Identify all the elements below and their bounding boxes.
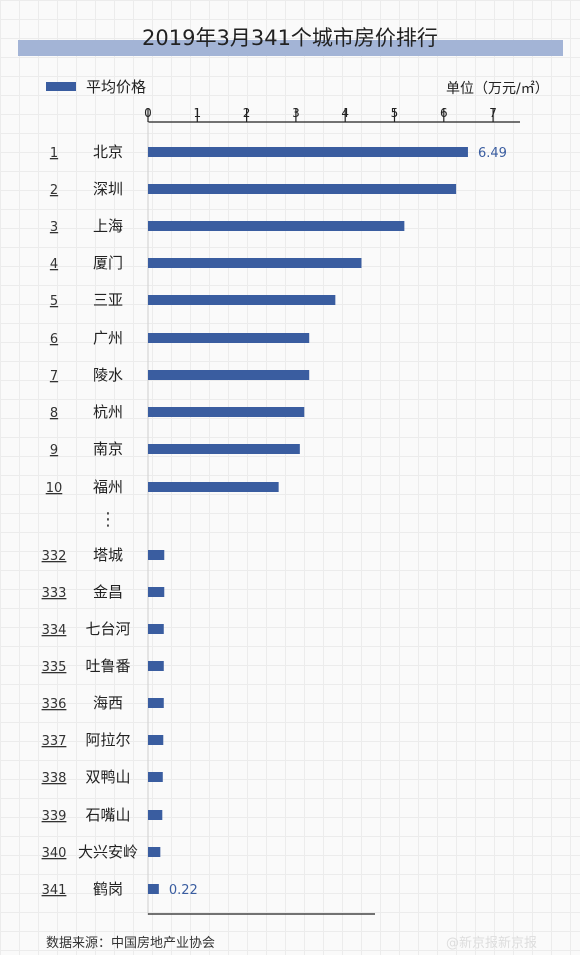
x-tick-label: 3 [292, 106, 300, 120]
rank-label: 341 [42, 883, 67, 898]
city-label: 七台河 [85, 620, 130, 638]
bar [148, 735, 164, 745]
x-tick-label: 7 [489, 106, 497, 120]
rank-label: 335 [42, 660, 67, 675]
x-tick-label: 0 [144, 106, 152, 120]
bar [148, 810, 163, 820]
rank-label: 7 [50, 369, 58, 384]
x-tick-label: 2 [243, 106, 251, 120]
rank-label: 10 [46, 481, 63, 496]
city-label: 双鸭山 [85, 768, 130, 786]
city-label: 石嘴山 [85, 806, 130, 824]
city-label: 厦门 [93, 254, 123, 272]
bar [148, 147, 468, 157]
source-note: 数据来源：中国房地产业协会 [46, 936, 216, 951]
chart-title: 2019年3月341个城市房价排行 [142, 26, 438, 50]
city-label: 深圳 [93, 180, 123, 198]
city-label: 阿拉尔 [85, 731, 130, 749]
value-label: 0.22 [169, 883, 198, 898]
rank-label: 334 [42, 623, 67, 638]
bar [148, 444, 300, 454]
legend-swatch [46, 82, 76, 91]
city-label: 上海 [93, 217, 123, 235]
bar [148, 772, 163, 782]
x-tick-label: 5 [391, 106, 399, 120]
bar [148, 407, 305, 417]
bar [148, 221, 405, 231]
city-label: 鹤岗 [93, 880, 123, 898]
ellipsis-mark: ⋮ [99, 509, 117, 530]
city-label: 海西 [93, 694, 123, 712]
legend: 平均价格 [46, 76, 146, 97]
bar [148, 884, 159, 894]
city-label: 北京 [93, 143, 123, 161]
city-label: 杭州 [93, 403, 123, 421]
rank-label: 1 [50, 146, 58, 161]
rank-label: 336 [42, 697, 67, 712]
x-tick-label: 1 [193, 106, 201, 120]
bar [148, 661, 164, 671]
weibo-watermark: @新京报新京报 [446, 936, 538, 951]
bar [148, 624, 164, 634]
city-label: 金昌 [93, 583, 123, 601]
rank-label: 332 [42, 549, 67, 564]
rank-label: 340 [42, 846, 67, 861]
rank-label: 337 [42, 734, 67, 749]
legend-label: 平均价格 [86, 78, 147, 96]
rank-label: 5 [50, 294, 58, 309]
bar [148, 370, 310, 380]
bar [148, 550, 165, 560]
bar [148, 258, 362, 268]
city-label: 陵水 [93, 366, 123, 384]
rank-label: 9 [50, 443, 58, 458]
rank-label: 3 [50, 220, 58, 235]
x-tick-label: 4 [341, 106, 349, 120]
x-tick-label: 6 [440, 106, 448, 120]
bar [148, 482, 279, 492]
bar [148, 587, 165, 597]
city-label: 塔城 [93, 546, 123, 564]
city-label: 三亚 [93, 291, 123, 309]
rank-label: 8 [50, 406, 58, 421]
city-label: 南京 [93, 440, 123, 458]
rank-label: 339 [42, 809, 67, 824]
city-label: 吐鲁番 [85, 657, 130, 675]
rank-label: 4 [50, 257, 58, 272]
rank-label: 338 [42, 771, 67, 786]
rank-label: 333 [42, 586, 67, 601]
unit-label: 单位（万元/㎡） [446, 81, 549, 97]
rank-label: 2 [50, 183, 58, 198]
bar [148, 184, 457, 194]
bar [148, 698, 164, 708]
title-band [18, 40, 563, 56]
bar [148, 333, 310, 343]
value-label: 6.49 [478, 146, 507, 161]
bar [148, 847, 161, 857]
city-label: 广州 [93, 329, 123, 347]
city-label: 大兴安岭 [78, 843, 138, 861]
bar [148, 295, 336, 305]
rank-label: 6 [50, 332, 58, 347]
city-label: 福州 [93, 478, 123, 496]
